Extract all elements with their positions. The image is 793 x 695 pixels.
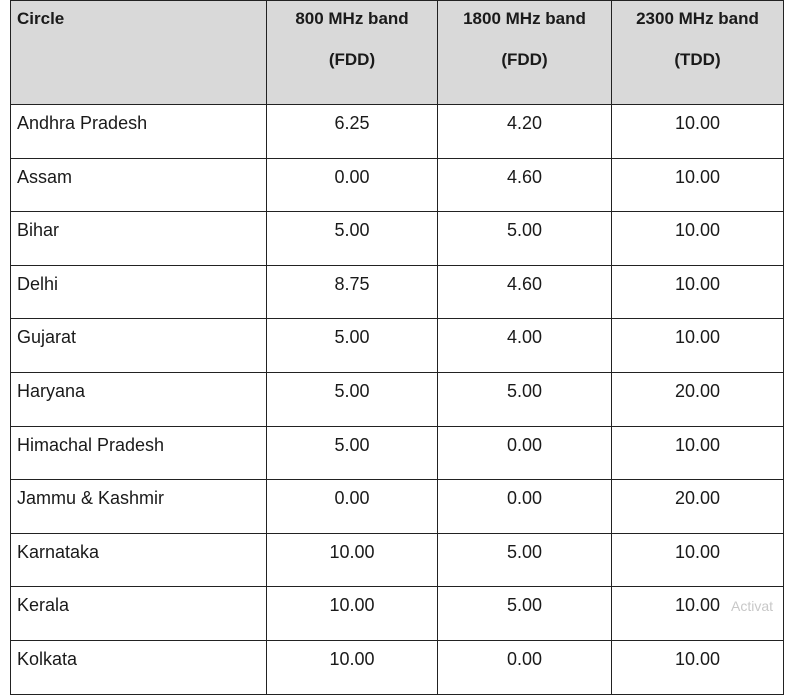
header-row: Circle 800 MHz band (FDD) 1800 MHz band … xyxy=(11,1,784,105)
circle-name-cell: Kerala xyxy=(11,587,267,641)
value-cell: 10.00 xyxy=(267,640,438,694)
circle-name-cell: Jammu & Kashmir xyxy=(11,480,267,534)
value-cell: 0.00 xyxy=(438,480,612,534)
value-cell: 20.00 xyxy=(612,480,784,534)
header-sublabel: (TDD) xyxy=(612,50,783,70)
value-cell: 5.00 xyxy=(438,587,612,641)
value-cell: 4.60 xyxy=(438,265,612,319)
value-cell: 10.00 xyxy=(612,426,784,480)
value-cell: 5.00 xyxy=(438,533,612,587)
value-cell: 0.00 xyxy=(438,640,612,694)
header-sublabel: (FDD) xyxy=(267,50,437,70)
value-cell: 10.00 xyxy=(612,640,784,694)
header-2300mhz: 2300 MHz band (TDD) xyxy=(612,1,784,105)
header-label: Circle xyxy=(17,9,266,29)
value-cell: 0.00 xyxy=(267,480,438,534)
value-cell: 10.00 xyxy=(267,533,438,587)
value-cell: 10.00 xyxy=(612,105,784,159)
value-cell: 5.00 xyxy=(438,212,612,266)
header-label: 2300 MHz band xyxy=(612,9,783,29)
value-cell: 10.00 xyxy=(612,533,784,587)
spectrum-table: Circle 800 MHz band (FDD) 1800 MHz band … xyxy=(10,0,784,695)
value-cell: 5.00 xyxy=(267,372,438,426)
value-cell: 0.00 xyxy=(438,426,612,480)
value-cell: 5.00 xyxy=(438,372,612,426)
value-cell: 4.20 xyxy=(438,105,612,159)
circle-name-cell: Bihar xyxy=(11,212,267,266)
value-cell: 4.60 xyxy=(438,158,612,212)
circle-name-cell: Kolkata xyxy=(11,640,267,694)
value-cell: 6.25 xyxy=(267,105,438,159)
value-cell: 20.00 xyxy=(612,372,784,426)
circle-name-cell: Andhra Pradesh xyxy=(11,105,267,159)
header-label: 800 MHz band xyxy=(267,9,437,29)
value-cell: 10.00 xyxy=(612,158,784,212)
header-sublabel: (FDD) xyxy=(438,50,611,70)
table-header: Circle 800 MHz band (FDD) 1800 MHz band … xyxy=(11,1,784,105)
value-cell: 5.00 xyxy=(267,426,438,480)
watermark-text: Activat xyxy=(731,598,773,614)
value-cell: 10.00 xyxy=(612,265,784,319)
spectrum-table-container: Circle 800 MHz band (FDD) 1800 MHz band … xyxy=(10,0,783,695)
circle-name-cell: Haryana xyxy=(11,372,267,426)
header-1800mhz: 1800 MHz band (FDD) xyxy=(438,1,612,105)
value-cell: 10.00 xyxy=(612,319,784,373)
value-cell: 10.00 xyxy=(612,212,784,266)
header-800mhz: 800 MHz band (FDD) xyxy=(267,1,438,105)
header-circle: Circle xyxy=(11,1,267,105)
circle-name-cell: Delhi xyxy=(11,265,267,319)
circle-name-cell: Himachal Pradesh xyxy=(11,426,267,480)
value-cell: 0.00 xyxy=(267,158,438,212)
value-cell: 5.00 xyxy=(267,212,438,266)
circle-name-cell: Gujarat xyxy=(11,319,267,373)
value-cell: 5.00 xyxy=(267,319,438,373)
value-cell: 10.00 xyxy=(267,587,438,641)
value-cell: 4.00 xyxy=(438,319,612,373)
header-label: 1800 MHz band xyxy=(438,9,611,29)
circle-name-cell: Karnataka xyxy=(11,533,267,587)
value-cell: 8.75 xyxy=(267,265,438,319)
circle-name-cell: Assam xyxy=(11,158,267,212)
